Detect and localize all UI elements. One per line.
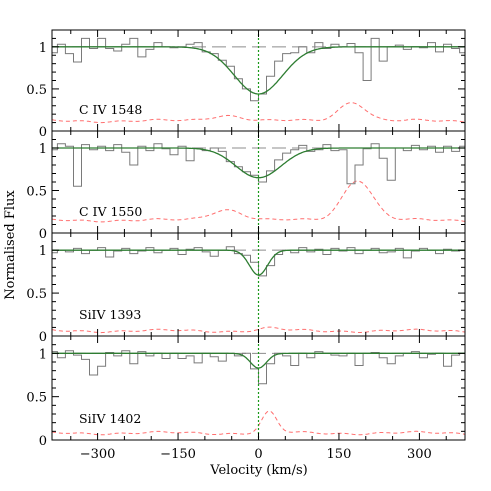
flux-histogram	[52, 350, 465, 385]
panel-label: SiIV 1402	[79, 411, 141, 426]
y-tick-label: 1	[39, 244, 47, 259]
panel-label: SiIV 1393	[79, 307, 141, 322]
panel-label: C IV 1548	[79, 102, 142, 117]
x-tick-label: −150	[160, 447, 196, 462]
flux-histogram	[52, 143, 465, 187]
y-tick-label: 0.5	[26, 287, 47, 302]
panels: 0 0.5 1 C IV 1548 0 0.5 1 C IV 1550 0 0.5 1 SiIV 13…	[26, 29, 466, 462]
y-tick-label: 0	[39, 227, 47, 242]
y-tick-label: 1	[39, 347, 47, 362]
flux-histogram	[52, 37, 465, 102]
panel-4: 0 0.5 1 SiIV 1402 −300 −150 0 150 300	[26, 335, 466, 462]
x-tick-label: −300	[80, 447, 116, 462]
y-tick-label: 0	[39, 330, 47, 345]
model-fit	[52, 147, 465, 179]
x-axis-label: Velocity (km/s)	[209, 463, 307, 478]
error-spectrum	[51, 180, 466, 223]
y-tick-label: 0.5	[26, 185, 47, 200]
error-spectrum	[51, 326, 466, 334]
panel-1: 0 0.5 1 C IV 1548	[26, 29, 466, 140]
y-tick-label: 0.5	[26, 391, 47, 406]
panel-3: 0 0.5 1 SiIV 1393	[26, 232, 466, 345]
panel-2: 0 0.5 1 C IV 1550	[26, 130, 466, 242]
panel-label: C IV 1550	[79, 204, 142, 219]
y-tick-label: 0.5	[26, 83, 47, 98]
x-tick-label: 150	[327, 447, 352, 462]
y-tick-label: 0	[39, 125, 47, 140]
x-tick-label: 0	[254, 447, 262, 462]
y-axis-label: Normalised Flux	[3, 190, 18, 300]
y-tick-label: 0	[39, 434, 47, 449]
x-tick-label: 300	[407, 447, 432, 462]
y-tick-label: 1	[39, 142, 47, 157]
y-tick-label: 1	[39, 41, 47, 56]
